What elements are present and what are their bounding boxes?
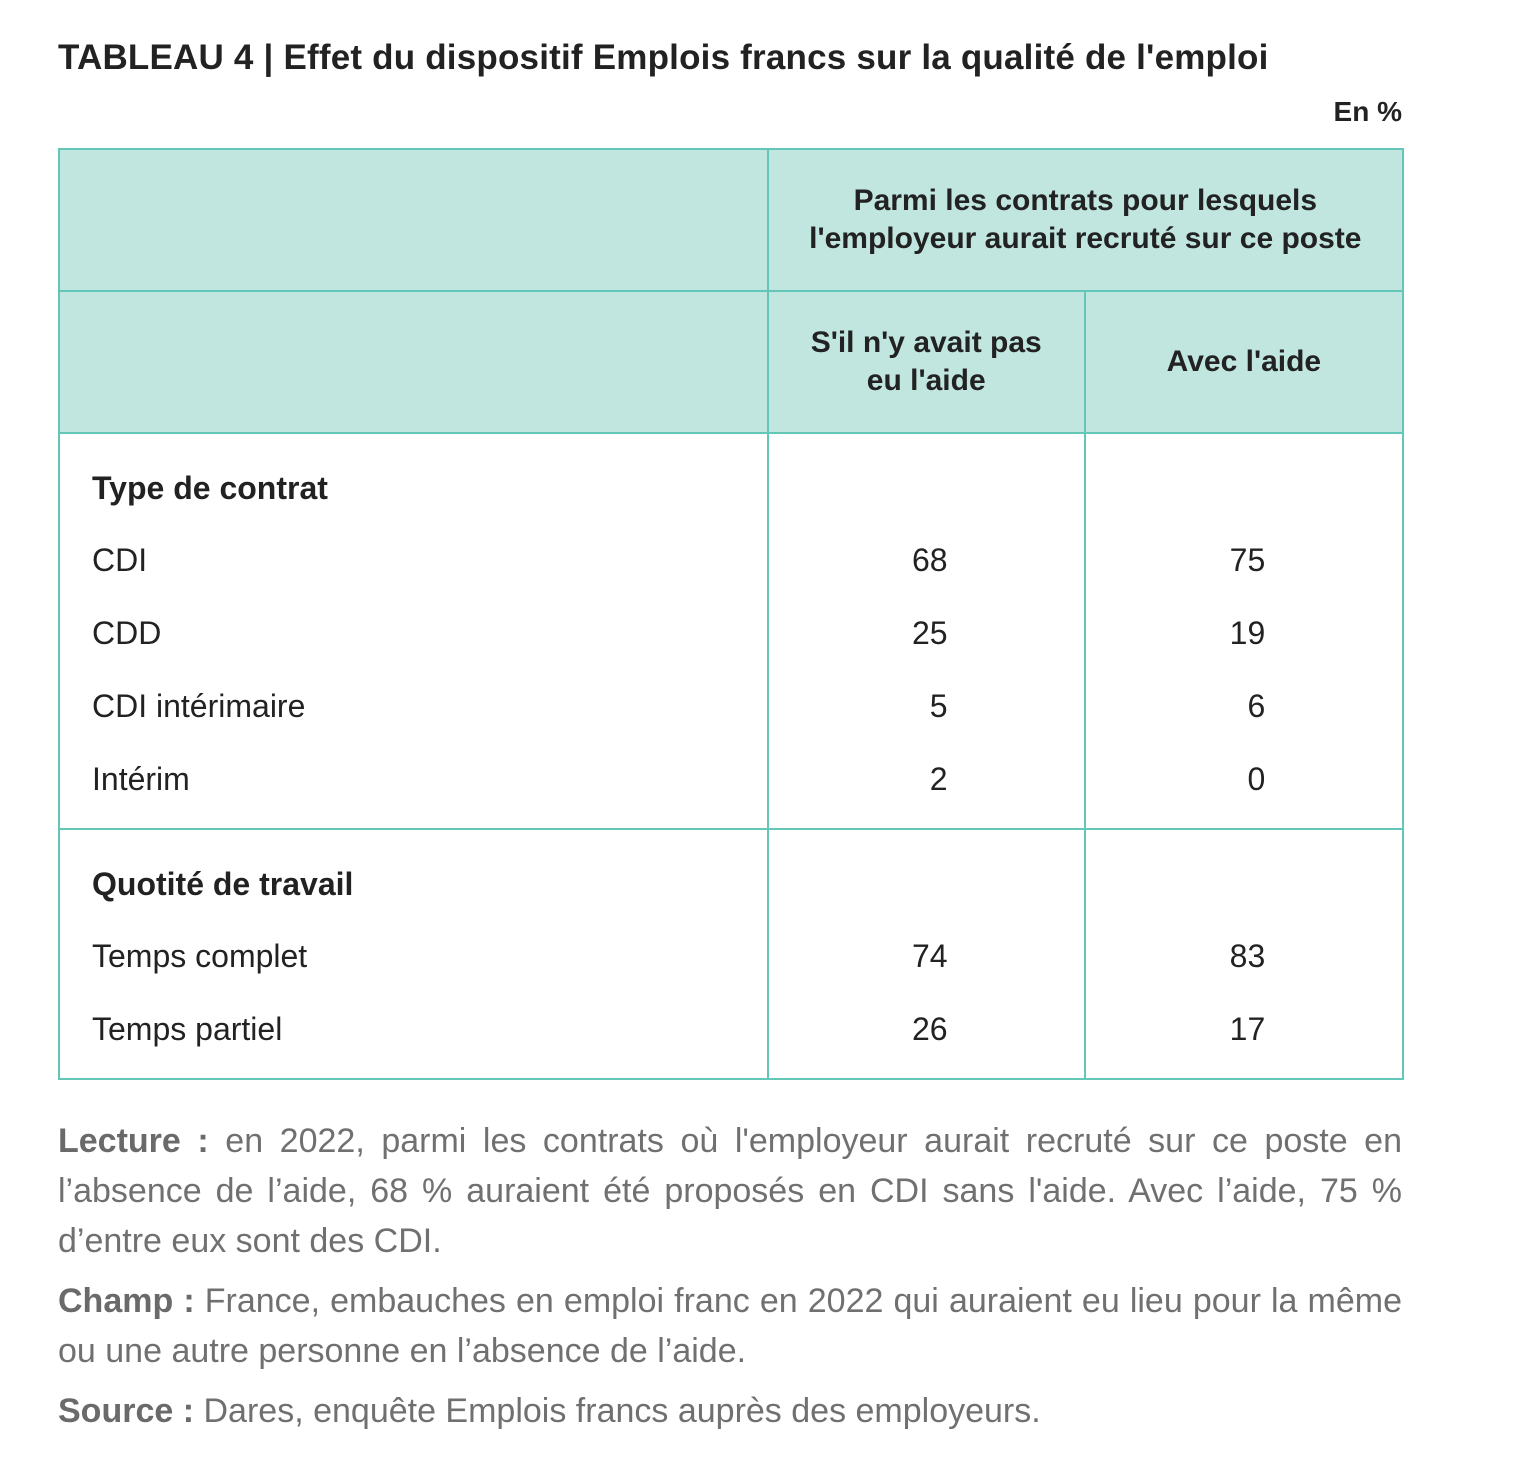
- value: 74: [911, 938, 948, 974]
- cell: 26: [766, 993, 1086, 1080]
- row: CDI intérimaire 5 6: [58, 670, 1405, 743]
- value: 6: [1247, 688, 1266, 724]
- value: 19: [1229, 615, 1266, 651]
- column-header: S'il n'y avait pas eu l'aide: [766, 290, 1086, 434]
- cell: 2: [766, 743, 1086, 830]
- value: 75: [1229, 542, 1266, 578]
- cell: 6: [1083, 670, 1405, 743]
- value: 68: [911, 542, 948, 578]
- note-label: Champ :: [58, 1282, 195, 1320]
- table-header: Parmi les contrats pour lesquels l'emplo…: [58, 148, 1405, 434]
- row: CDD 25 19: [58, 597, 1405, 670]
- cell: 83: [1083, 920, 1405, 993]
- note: Lecture : en 2022, parmi les contrats où…: [58, 1116, 1402, 1266]
- cell: [766, 829, 1086, 920]
- cell: 5: [766, 670, 1086, 743]
- value: 26: [911, 1010, 948, 1047]
- value: 5: [929, 688, 948, 724]
- row: Temps complet 74 83: [58, 920, 1405, 993]
- value: 17: [1229, 1010, 1266, 1047]
- note-text: Dares, enquête Emplois francs auprès des…: [203, 1392, 1041, 1430]
- row-label: Temps partiel: [58, 993, 769, 1080]
- section-title: Quotité de travail: [58, 829, 769, 920]
- note: Champ : France, embauches en emploi fran…: [58, 1276, 1402, 1376]
- section-row: Quotité de travail: [58, 829, 1405, 920]
- row-label: Intérim: [58, 743, 769, 830]
- cell: 25: [766, 597, 1086, 670]
- row: Intérim 2 0: [58, 743, 1405, 830]
- cell: [1083, 433, 1405, 524]
- cell: [766, 433, 1086, 524]
- unit: En %: [1333, 96, 1402, 127]
- row-label: CDI intérimaire: [58, 670, 769, 743]
- cell: 74: [766, 920, 1086, 993]
- note-label: Lecture :: [58, 1122, 209, 1160]
- value: 25: [911, 615, 948, 651]
- row: Temps partiel 26 17: [58, 993, 1405, 1080]
- cell: 75: [1083, 524, 1405, 597]
- column-header: Avec l'aide: [1083, 290, 1405, 434]
- empty-header: [58, 290, 769, 434]
- cell: 68: [766, 524, 1086, 597]
- row-label: CDD: [58, 597, 769, 670]
- notes: Lecture : en 2022, parmi les contrats où…: [58, 1116, 1402, 1446]
- empty-header: [58, 148, 769, 292]
- row-label: CDI: [58, 524, 769, 597]
- cell: [1083, 829, 1405, 920]
- table: Parmi les contrats pour lesquels l'emplo…: [58, 148, 1405, 1080]
- note-text: en 2022, parmi les contrats où l'employe…: [58, 1122, 1403, 1260]
- cell: 0: [1083, 743, 1405, 830]
- value: 83: [1229, 938, 1266, 974]
- note: Source : Dares, enquête Emplois francs a…: [58, 1386, 1402, 1436]
- group-header: Parmi les contrats pour lesquels l'emplo…: [766, 148, 1405, 292]
- section-title: Type de contrat: [58, 433, 769, 524]
- row: CDI 68 75: [58, 524, 1405, 597]
- value: 2: [929, 760, 948, 797]
- title: TABLEAU 4 | Effet du dispositif Emplois …: [58, 38, 1269, 77]
- row-label: Temps complet: [58, 920, 769, 993]
- cell: 17: [1083, 993, 1405, 1080]
- note-text: France, embauches en emploi franc en 202…: [58, 1282, 1403, 1370]
- cell: 19: [1083, 597, 1405, 670]
- value: 0: [1247, 760, 1266, 797]
- section-row: Type de contrat: [58, 433, 1405, 524]
- table-body: Type de contrat CDI 68 75 CDD 25 19 CDI intérim…: [58, 433, 1405, 1080]
- note-label: Source :: [58, 1392, 195, 1430]
